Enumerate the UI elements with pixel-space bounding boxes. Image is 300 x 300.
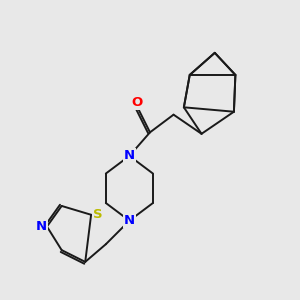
Text: N: N (124, 149, 135, 162)
Text: O: O (131, 96, 142, 110)
Text: N: N (124, 214, 135, 227)
Text: N: N (36, 220, 47, 233)
Text: S: S (93, 208, 102, 221)
